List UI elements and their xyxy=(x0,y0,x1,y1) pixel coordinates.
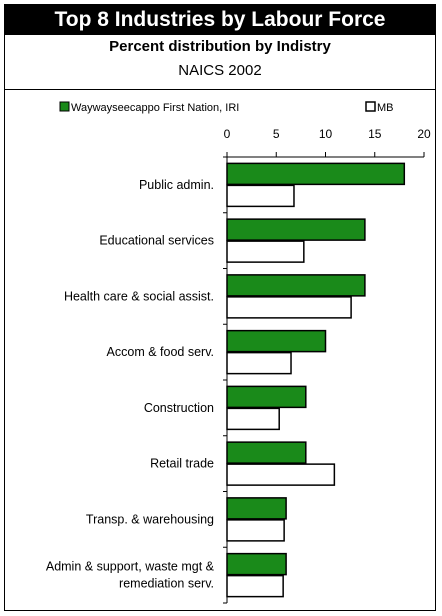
category-label: Transp. & warehousing xyxy=(86,512,214,526)
category-label: Construction xyxy=(144,401,214,415)
x-tick-label: 5 xyxy=(273,127,280,141)
category-label: remediation serv. xyxy=(119,577,214,591)
category-label: Educational services xyxy=(99,234,214,248)
bar-series-2 xyxy=(226,296,352,319)
chart-subtitle-2: NAICS 2002 xyxy=(178,62,262,79)
bar-series-2 xyxy=(226,574,284,598)
bar-series-2 xyxy=(226,240,305,263)
legend-swatch-series-2 xyxy=(365,101,376,112)
bar-series-1 xyxy=(226,385,307,409)
bar-series-2 xyxy=(226,351,292,375)
bar-series-1 xyxy=(226,552,287,576)
bar-series-1 xyxy=(226,497,287,520)
bar-series-1 xyxy=(226,162,406,186)
legend-swatch-series-1 xyxy=(59,101,70,112)
chart-frame: Top 8 Industries by Labour Force Percent… xyxy=(4,4,436,611)
bar-series-1 xyxy=(226,329,327,353)
bar-series-2 xyxy=(226,519,285,542)
x-tick-label: 15 xyxy=(368,127,382,141)
category-label: Retail trade xyxy=(150,457,214,471)
category-label: Admin & support, waste mgt & xyxy=(46,560,215,574)
bar-series-1 xyxy=(226,218,366,241)
header-divider xyxy=(5,89,435,90)
legend-label-series-2: MB xyxy=(377,102,394,114)
bar-series-2 xyxy=(226,407,280,431)
chart-subtitle: Percent distribution by Indistry xyxy=(109,38,331,55)
category-label: Accom & food serv. xyxy=(107,345,214,359)
x-tick-label: 0 xyxy=(224,127,231,141)
x-tick-label: 10 xyxy=(319,127,333,141)
legend-label-series-1: Waywayseecappo First Nation, IRI xyxy=(71,102,239,114)
bar-series-1 xyxy=(226,274,366,297)
category-label: Public admin. xyxy=(139,178,214,192)
bar-series-1 xyxy=(226,441,307,464)
category-label: Health care & social assist. xyxy=(64,289,214,303)
x-tick-label: 20 xyxy=(417,127,431,141)
bar-series-2 xyxy=(226,463,336,486)
bar-series-2 xyxy=(226,184,295,208)
chart-title: Top 8 Industries by Labour Force xyxy=(5,5,435,35)
